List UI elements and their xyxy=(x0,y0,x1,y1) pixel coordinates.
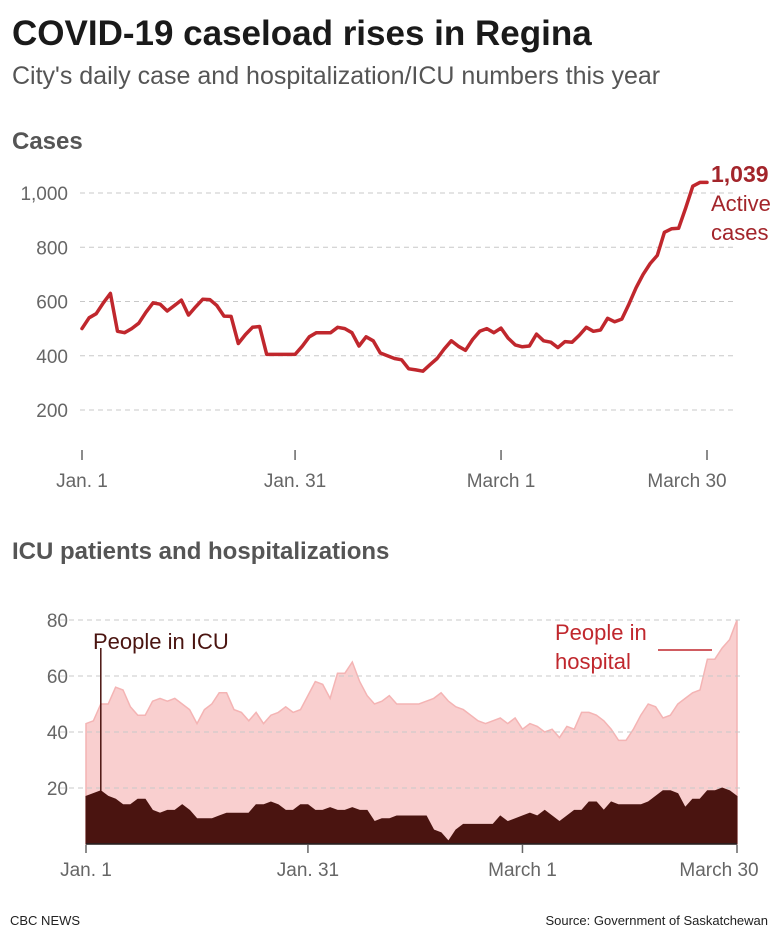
icu-x-tick-label: March 30 xyxy=(679,860,758,881)
icu-y-tick-label: 60 xyxy=(47,667,68,688)
chart-title: COVID-19 caseload rises in Regina xyxy=(12,14,592,53)
hospital-series-label-line2: hospital xyxy=(555,649,631,674)
cases-x-tick-label: March 30 xyxy=(647,471,726,492)
icu-section-title: ICU patients and hospitalizations xyxy=(12,538,390,565)
icu-series-label: People in ICU xyxy=(93,629,229,654)
cases-y-tick-label: 200 xyxy=(36,401,68,422)
icu-x-tick-label: March 1 xyxy=(488,860,557,881)
icu-y-tick-label: 20 xyxy=(47,779,68,800)
cases-section-title: Cases xyxy=(12,128,83,155)
active-cases-value-label: 1,039 xyxy=(711,161,769,187)
active-cases-annotation-line1: Active xyxy=(711,191,771,216)
cases-x-tick-label: March 1 xyxy=(467,471,536,492)
footer-credit: CBC NEWS xyxy=(10,913,81,928)
cases-y-tick-label: 600 xyxy=(36,293,68,314)
icu-y-tick-label: 40 xyxy=(47,723,68,744)
active-cases-annotation-line2: cases xyxy=(711,220,768,245)
icu-area xyxy=(85,787,738,845)
cases-y-tick-label: 800 xyxy=(36,238,68,259)
icu-x-tick-label: Jan. 31 xyxy=(277,860,339,881)
icu-y-tick-label: 80 xyxy=(47,611,68,632)
cases-x-tick-label: Jan. 31 xyxy=(264,471,326,492)
icu-x-tick-label: Jan. 1 xyxy=(60,860,112,881)
cases-x-tick-label: Jan. 1 xyxy=(56,471,108,492)
cases-y-tick-label: 1,000 xyxy=(20,184,68,205)
chart-subtitle: City's daily case and hospitalization/IC… xyxy=(12,62,661,90)
hospital-series-label-line1: People in xyxy=(555,620,647,645)
footer-source: Source: Government of Saskatchewan xyxy=(545,913,768,928)
active-cases-line xyxy=(80,180,709,373)
cases-y-tick-label: 400 xyxy=(36,347,68,368)
cases-chart: 200 400 600 800 1,000 Jan. 1 Jan. 31 March 1 Mar… xyxy=(20,161,771,492)
icu-hospital-chart: 20 40 60 80 Jan. 1 Jan. 31 March 1 March 30 Peop… xyxy=(47,611,759,881)
